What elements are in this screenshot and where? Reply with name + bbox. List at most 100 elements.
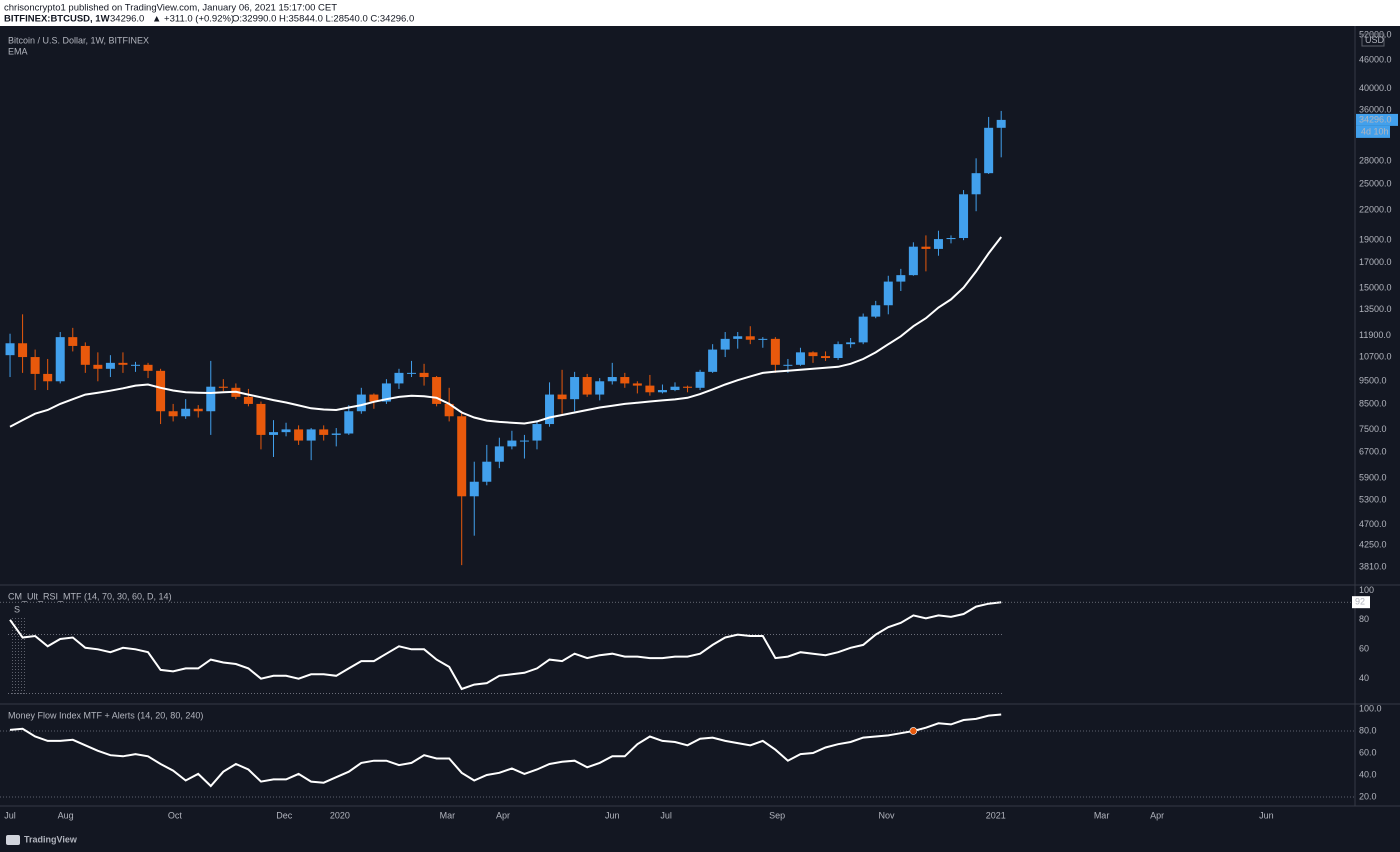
x-tick-label: Dec [276,810,293,820]
indicator-title: Money Flow Index MTF + Alerts (14, 20, 8… [8,710,203,720]
candle-body [582,377,592,395]
candle-body [770,338,780,365]
x-tick-label: 2021 [986,810,1006,820]
candle-body [783,364,793,366]
y-tick-label: 3810.0 [1359,562,1387,572]
candle-body [319,429,329,435]
x-tick-label: Sep [769,810,785,820]
candle-body [795,352,805,365]
candle-body [695,371,705,388]
y-tick-label: 4250.0 [1359,539,1387,549]
y-tick-label: 8500.0 [1359,398,1387,408]
signal-label: S [14,604,20,614]
candle-body [93,364,103,369]
y-tick-label: 100.0 [1359,703,1382,713]
candle-body [269,432,279,435]
last-value-label: 92 [1355,597,1365,607]
signal-dots [12,618,25,695]
x-tick-label: Jun [1259,810,1274,820]
candle-body [595,381,605,395]
candle-body [821,356,831,359]
candle-body [620,377,630,384]
y-tick-label: 15000.0 [1359,283,1392,293]
candle-body [181,408,191,417]
brand: TradingView [24,834,78,844]
candle-body [444,403,454,417]
candle-body [118,362,128,365]
y-tick-label: 52000.0 [1359,30,1392,40]
y-tick-label: 46000.0 [1359,54,1392,64]
y-tick-label: 60 [1359,644,1369,654]
y-tick-label: 11900.0 [1359,330,1391,340]
y-tick-label: 7500.0 [1359,424,1387,434]
indicator-line [9,713,1002,788]
currency-box [1361,33,1385,47]
candle-body [494,446,504,462]
candle-body [808,352,818,357]
candle-body [858,316,868,343]
candle-body [896,275,906,282]
candle-body [168,411,178,417]
candle-body [344,411,354,434]
candle-body [193,408,203,412]
candle-body [933,239,943,249]
logo-icon [6,835,20,845]
x-tick-label: 2020 [330,810,350,820]
y-tick-label: 100 [1359,585,1374,595]
price: 34296.0 [110,14,144,25]
candle-body [545,394,555,425]
candle-body [632,383,642,386]
footer-bar [0,828,1400,852]
symbol: BITFINEX:BTCUSD, 1W [4,14,110,25]
x-tick-label: Jul [660,810,672,820]
candle-body [645,385,655,393]
candle-body [557,394,567,400]
candle-body [532,424,542,441]
candle-body [708,349,718,372]
candle-body [381,383,391,402]
candle-body [432,377,442,404]
candle-body [607,377,617,382]
candle-body [921,246,931,249]
x-tick-label: Apr [1150,810,1164,820]
candle-body [846,342,856,345]
y-tick-label: 19000.0 [1359,235,1392,245]
change: ▲ +311.0 (+0.92%) [152,14,234,25]
candle-body [733,336,743,339]
candle-body [331,433,341,435]
y-tick-label: 13500.0 [1359,304,1392,314]
candle-body [243,396,253,404]
candle-body [306,429,316,441]
candle-body [996,119,1006,128]
countdown-box [1356,125,1390,138]
x-tick-label: Apr [496,810,510,820]
candle-body [946,238,956,240]
candle-body [507,440,517,447]
y-tick-label: 40.0 [1359,769,1377,779]
candle-body [218,386,228,388]
candle-body [143,364,153,371]
legend-entry: EMA [8,46,28,56]
candle-body [369,394,379,402]
candle-body [871,305,881,317]
candle-body [720,338,730,350]
x-tick-label: Mar [1094,810,1110,820]
y-tick-label: 5900.0 [1359,473,1387,483]
x-tick-label: Nov [879,810,896,820]
candle-body [105,362,115,369]
candle-body [294,429,304,441]
candle-body [356,394,366,412]
y-tick-label: 28000.0 [1359,156,1392,166]
x-tick-label: Jul [4,810,16,820]
candle-body [407,372,417,374]
y-tick-label: 9500.0 [1359,376,1387,386]
y-tick-label: 40 [1359,673,1369,683]
candle-body [281,429,291,433]
candle-body [519,440,529,442]
y-tick-label: 22000.0 [1359,205,1392,215]
candle-body [657,390,667,393]
candle-body [683,386,693,388]
ema-line [9,236,1002,428]
y-tick-label: 20.0 [1359,791,1377,801]
